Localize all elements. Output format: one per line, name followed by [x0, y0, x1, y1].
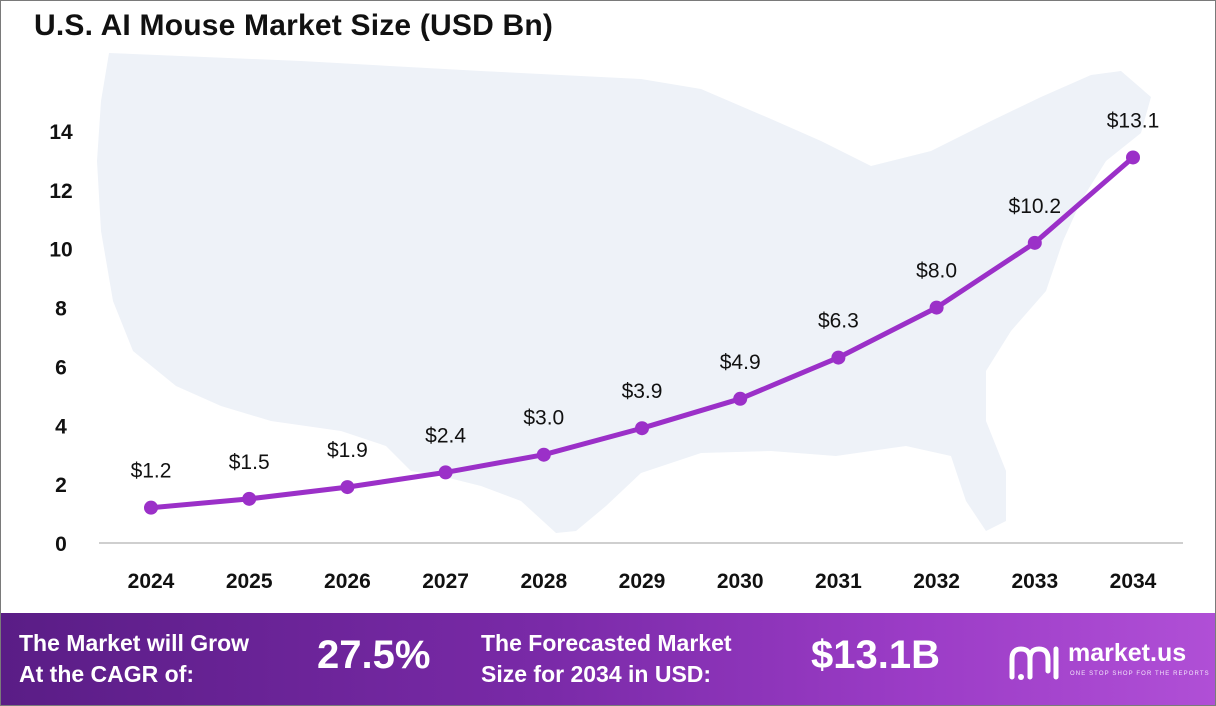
us-map-background	[97, 53, 1151, 533]
x-tick-label: 2032	[913, 570, 960, 593]
data-point	[242, 491, 257, 506]
data-point	[831, 350, 846, 365]
data-point	[1126, 150, 1140, 165]
x-tick-label: 2027	[422, 570, 469, 593]
data-point	[635, 421, 649, 436]
data-point	[340, 480, 355, 495]
cagr-caption: The Market will Grow At the CAGR of:	[19, 628, 249, 690]
data-point	[144, 500, 158, 515]
line-chart: 0 2 4 6 8 10 12 14 2024 2025 2026 2027 2028 2029 2030…	[49, 53, 1183, 593]
y-tick-label: 14	[49, 121, 73, 144]
data-label: $3.9	[622, 380, 663, 403]
cagr-caption-line1: The Market will Grow	[19, 630, 250, 656]
data-point	[1027, 235, 1042, 250]
x-tick-label: 2029	[619, 570, 666, 593]
forecast-caption-line2: Size for 2034 in USD:	[481, 661, 712, 687]
x-tick-label: 2034	[1110, 570, 1157, 593]
forecast-value: $13.1B	[811, 633, 940, 677]
y-tick-label: 12	[49, 180, 72, 203]
market-us-logo: market.us ONE STOP SHOP FOR THE REPORTS	[1006, 637, 1209, 687]
x-tick-label: 2031	[815, 570, 862, 593]
data-point	[438, 465, 453, 480]
forecast-caption-line1: The Forecasted Market	[481, 630, 732, 656]
data-label: $3.0	[523, 407, 564, 430]
y-tick-label: 4	[55, 415, 67, 438]
data-label: $1.9	[327, 439, 368, 462]
logo-name: market.us	[1068, 639, 1187, 667]
chart-title: U.S. AI Mouse Market Size (USD Bn)	[34, 9, 554, 42]
data-point	[536, 447, 551, 462]
y-tick-label: 10	[49, 239, 72, 262]
x-tick-label: 2025	[226, 570, 273, 593]
data-label: $10.2	[1009, 195, 1062, 218]
data-label: $13.1	[1107, 109, 1160, 132]
x-tick-label: 2030	[717, 570, 764, 593]
market-us-logo-icon	[1009, 646, 1059, 680]
cagr-caption-line2: At the CAGR of:	[19, 661, 195, 687]
data-label: $2.4	[425, 424, 466, 447]
x-tick-label: 2033	[1011, 570, 1058, 593]
data-label: $1.2	[131, 460, 172, 483]
x-tick-label: 2024	[128, 570, 175, 593]
data-label: $1.5	[229, 451, 270, 474]
data-point	[733, 391, 748, 406]
y-tick-label: 0	[55, 533, 67, 556]
logo-tagline: ONE STOP SHOP FOR THE REPORTS	[1070, 671, 1210, 677]
x-tick-label: 2028	[520, 570, 567, 593]
data-point	[929, 300, 944, 315]
footer-banner: The Market will Grow At the CAGR of: 27.…	[1, 613, 1215, 705]
data-label: $6.3	[818, 310, 859, 333]
cagr-value: 27.5%	[317, 633, 431, 677]
x-tick-label: 2026	[324, 570, 371, 593]
y-tick-label: 6	[55, 356, 67, 379]
y-tick-label: 8	[55, 298, 67, 321]
data-label: $4.9	[720, 351, 761, 374]
data-label: $8.0	[916, 260, 957, 283]
forecast-caption: The Forecasted Market Size for 2034 in U…	[481, 628, 732, 690]
y-tick-label: 2	[55, 474, 67, 497]
